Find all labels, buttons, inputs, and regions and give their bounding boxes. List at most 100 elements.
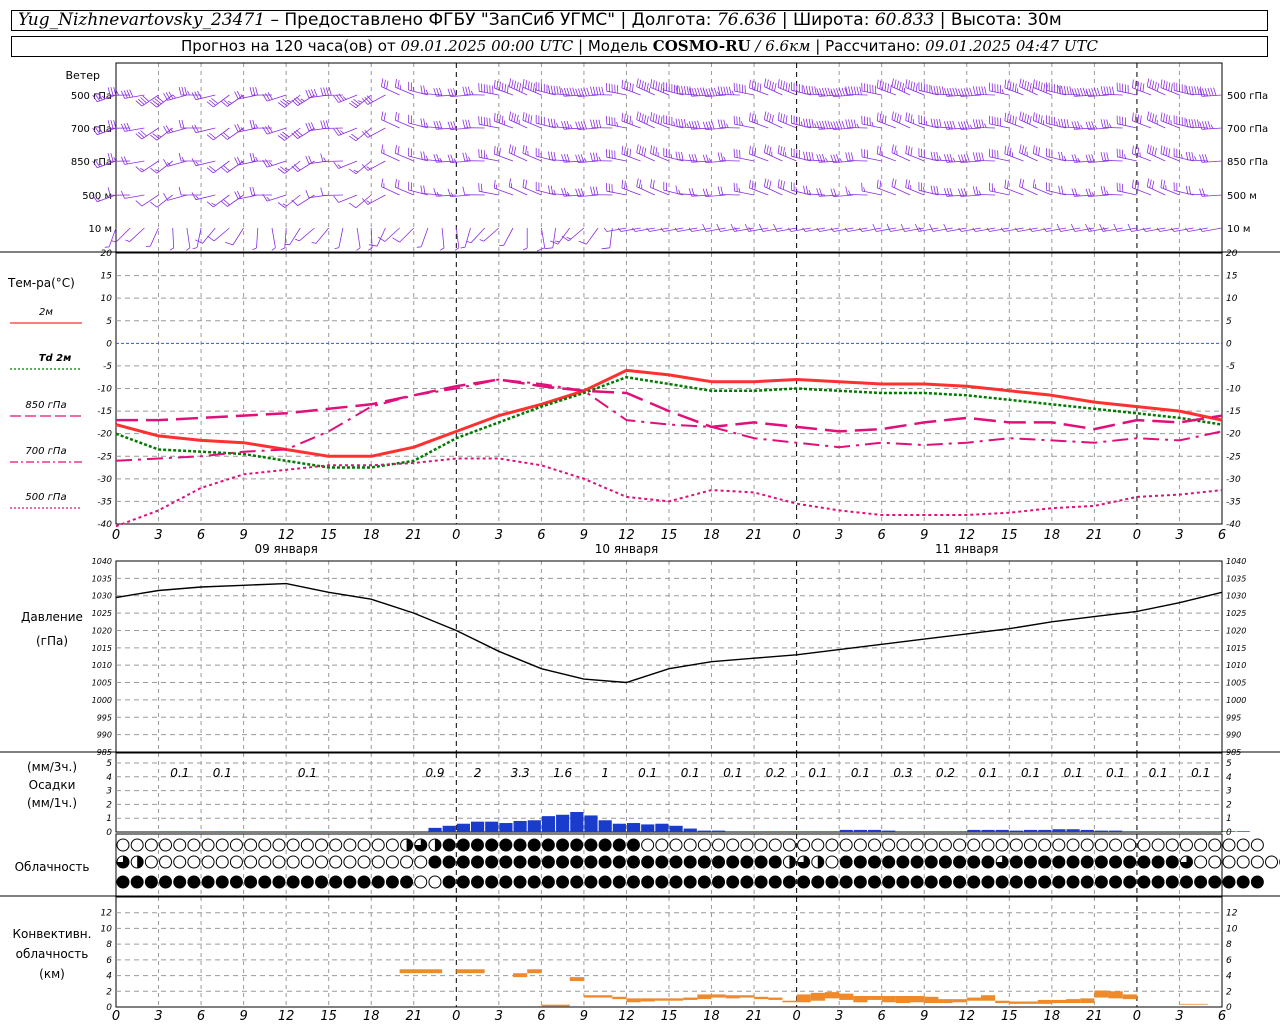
cloud-symbol [187,855,201,869]
wind-barb [120,190,145,199]
wind-barb [535,181,556,196]
cloud-symbol [1123,855,1137,869]
wind-barb [1199,120,1223,130]
time-tick-label: 3 [835,1009,843,1024]
cloud-symbol [144,875,158,889]
time-tick-label: 3 [154,528,162,543]
wind-barb [930,85,953,96]
cloud-symbol [1038,875,1052,889]
wind-barb [1146,144,1166,162]
cloud-symbol [1236,855,1250,869]
cloud-symbol [1250,855,1264,869]
cloud-symbol [187,838,201,852]
wind-barb [220,194,244,207]
time-tick-label: 15 [1001,1009,1018,1024]
wind-barb [192,227,202,250]
wind-barb [816,120,840,130]
cloud-symbol [1137,875,1151,889]
day-label: 11 января [935,542,998,556]
wind-barb [291,127,315,139]
wind-barb [234,156,258,166]
time-tick-label: 3 [1175,528,1183,543]
time-tick-label: 12 [958,528,975,543]
wind-barb [535,114,556,129]
wind-barb [479,227,500,242]
cloud-symbol [868,838,882,852]
temp-tick-label: -15 [1226,407,1241,417]
precip-tick-label: 2 [106,800,112,810]
conv-bar [683,997,698,1000]
wind-level-label: 850 гПа [1227,157,1268,168]
wind-barb [1160,112,1180,129]
wind-barb [561,153,584,163]
wind-barb [958,153,981,163]
wind-barb [408,81,429,96]
wind-barb [291,94,315,106]
precip-bar [683,828,697,832]
cloud-symbol [938,838,952,852]
wind-barb [972,86,996,96]
cloud-symbol [286,875,300,889]
precip-bar [953,831,967,832]
wind-barb [478,83,499,96]
pressure-tick-label: 1040 [92,557,112,566]
wind-level-label: 500 гПа [71,91,112,102]
cloud-symbol [1194,855,1208,869]
conv-tick-label: 2 [106,987,112,997]
cloud-symbol [456,838,470,852]
conv-bar [895,996,911,1004]
cloud-symbol [442,855,456,869]
cloud-symbol [712,875,726,889]
cloud-symbol [329,838,343,852]
wind-barb [1185,118,1208,129]
time-tick-label: 9 [580,528,588,543]
cloud-symbol [712,855,726,869]
cloud-symbol [1023,875,1037,889]
wind-barb [1004,145,1024,162]
wind-barb [277,127,301,141]
wind-barb [1032,179,1052,196]
cloud-symbol [953,875,967,889]
time-tick-label: 0 [452,528,460,543]
wind-barb [1070,223,1095,232]
precip-bar [938,831,953,832]
wind-barb [493,112,514,129]
wind-barb [1058,118,1081,129]
cloud-symbol [272,855,286,869]
time-tick-label: 9 [920,528,928,543]
wind-barb [717,186,740,196]
precip-bar [740,831,754,832]
cloud-symbol [1094,838,1108,852]
wind-barb [381,144,400,162]
wind-barb [788,227,811,232]
wind-barb [763,178,783,196]
conv-bar [725,995,740,999]
precip-3h-label: 0.1 [1064,766,1083,780]
wind-barb [120,122,145,132]
wind-barb [478,149,499,162]
wind-barb [575,87,599,97]
cloud-symbol [258,838,272,852]
cloud-symbol [485,875,499,889]
precip-bar [442,825,456,832]
precip-bar [1208,831,1222,832]
wind-barb [872,223,896,232]
precip-bar [1023,829,1038,832]
wind-barb [381,78,400,96]
conv-bar [754,996,769,1000]
wind-barb [803,85,826,96]
precip-unit-1h: (мм/1ч.) [27,796,77,810]
precip-unit-3h: (мм/3ч.) [27,760,77,774]
wind-level-label: 10 м [1227,224,1250,235]
wind-barb [930,118,953,129]
wind-barb [169,227,175,251]
wind-barb [271,227,276,251]
wind-barb [107,120,131,129]
cloud-symbol [1109,838,1123,852]
wind-barb [590,119,613,129]
precip-3h-label: 1 [601,766,609,780]
wind-barb [394,179,414,196]
header-line-station: Yug_Nizhnevartovsky_23471 – Предоставлен… [11,10,1268,31]
wind-barb [1173,82,1194,96]
precip-bar [584,815,598,832]
